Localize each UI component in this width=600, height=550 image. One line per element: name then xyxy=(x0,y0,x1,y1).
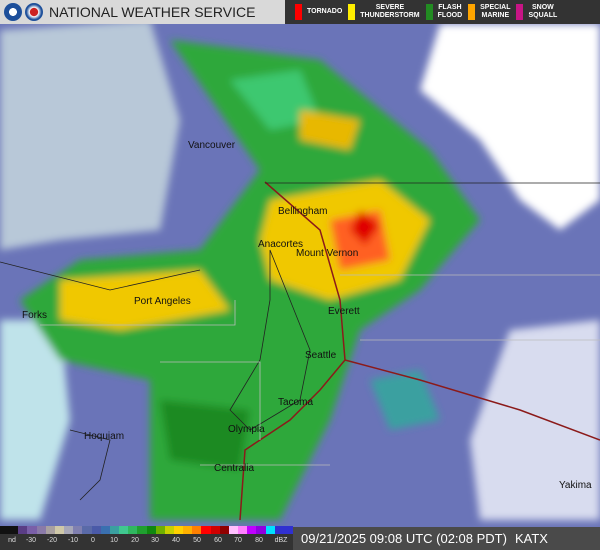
scale-swatch xyxy=(247,526,257,534)
scale-swatch xyxy=(100,526,110,534)
nws-logo-icon xyxy=(25,3,43,21)
header-bar: NATIONAL WEATHER SERVICE xyxy=(0,0,285,24)
scale-tick-label: dBZ xyxy=(274,537,288,544)
scale-swatch xyxy=(9,526,19,534)
city-label: Bellingham xyxy=(278,206,328,217)
warning-snow-squall: SNOW SQUALL xyxy=(516,4,557,20)
city-label: Forks xyxy=(22,310,47,321)
city-label: Yakima xyxy=(559,480,592,491)
scale-tick-label: 20 xyxy=(131,537,139,544)
scale-tick-label: 70 xyxy=(234,537,242,544)
scale-tick-label: 10 xyxy=(110,537,118,544)
scale-swatch xyxy=(238,526,248,534)
reflectivity-legend: nd -30 -20 -10 0 10 20 30 40 50 60 70 80 dBZ xyxy=(0,526,293,550)
scale-tick-label: -20 xyxy=(46,537,58,544)
scale-swatch xyxy=(265,526,275,534)
scale-tick-label: 50 xyxy=(193,537,201,544)
scale-swatch xyxy=(82,526,92,534)
scale-tick-label: 60 xyxy=(214,537,222,544)
scale-swatch xyxy=(192,526,202,534)
scale-tick-label: 0 xyxy=(91,537,95,544)
scale-tick-label: -10 xyxy=(67,537,79,544)
scale-swatch xyxy=(274,526,284,534)
scale-swatch xyxy=(73,526,83,534)
scale-swatch xyxy=(109,526,120,534)
city-label: Port Angeles xyxy=(134,296,191,307)
scale-swatch xyxy=(183,526,193,534)
scale-swatch xyxy=(146,526,156,534)
scale-swatch xyxy=(173,526,184,534)
timestamp-box: 09/21/2025 09:08 UTC (02:08 PDT) KATX xyxy=(293,527,600,550)
city-label: Vancouver xyxy=(188,140,236,151)
scale-swatch xyxy=(256,526,266,534)
warning-legend: TORNADO SEVERE THUNDERSTORM FLASH FLOOD … xyxy=(285,0,600,24)
city-label: Mount Vernon xyxy=(296,248,359,259)
radar-station: KATX xyxy=(514,531,548,546)
scale-tick-label: -30 xyxy=(25,537,37,544)
scale-swatch xyxy=(155,526,165,534)
scale-swatch xyxy=(283,526,293,534)
scale-swatch xyxy=(27,526,37,534)
scale-tick-label: 30 xyxy=(151,537,159,544)
city-label: Anacortes xyxy=(258,239,304,250)
scale-swatch xyxy=(210,526,220,534)
scale-swatch xyxy=(128,526,138,534)
scale-tick-label: 40 xyxy=(172,537,180,544)
reflectivity-color-scale xyxy=(0,526,293,534)
scale-swatch xyxy=(64,526,74,534)
city-label: Everett xyxy=(328,306,360,317)
warning-flash-flood: FLASH FLOOD xyxy=(425,4,462,20)
timestamp: 09/21/2025 09:08 UTC (02:08 PDT) xyxy=(301,531,507,546)
scale-swatch xyxy=(91,526,101,534)
scale-tick-label: 80 xyxy=(255,537,263,544)
scale-swatch xyxy=(228,526,239,534)
page-title: NATIONAL WEATHER SERVICE xyxy=(49,4,256,20)
scale-tick-label: nd xyxy=(8,537,16,544)
warning-special-marine: SPECIAL MARINE xyxy=(468,4,510,20)
scale-swatch xyxy=(18,526,28,534)
city-label: Hoquiam xyxy=(84,431,125,442)
scale-swatch xyxy=(54,526,65,534)
city-label: Tacoma xyxy=(278,397,314,408)
scale-swatch xyxy=(164,526,174,534)
warning-tornado: TORNADO xyxy=(295,4,342,20)
scale-swatch xyxy=(137,526,147,534)
scale-swatch xyxy=(45,526,55,534)
scale-swatch xyxy=(119,526,129,534)
reflectivity-ticks: nd -30 -20 -10 0 10 20 30 40 50 60 70 80 dBZ xyxy=(0,534,293,550)
city-label: Centralia xyxy=(214,463,255,474)
scale-swatch xyxy=(201,526,211,534)
city-label: Seattle xyxy=(305,350,337,361)
scale-swatch xyxy=(36,526,46,534)
scale-swatch xyxy=(0,526,10,534)
warning-severe-thunderstorm: SEVERE THUNDERSTORM xyxy=(348,4,420,20)
scale-swatch xyxy=(219,526,229,534)
noaa-logo-icon xyxy=(4,3,22,21)
city-label: Olympia xyxy=(228,424,265,435)
